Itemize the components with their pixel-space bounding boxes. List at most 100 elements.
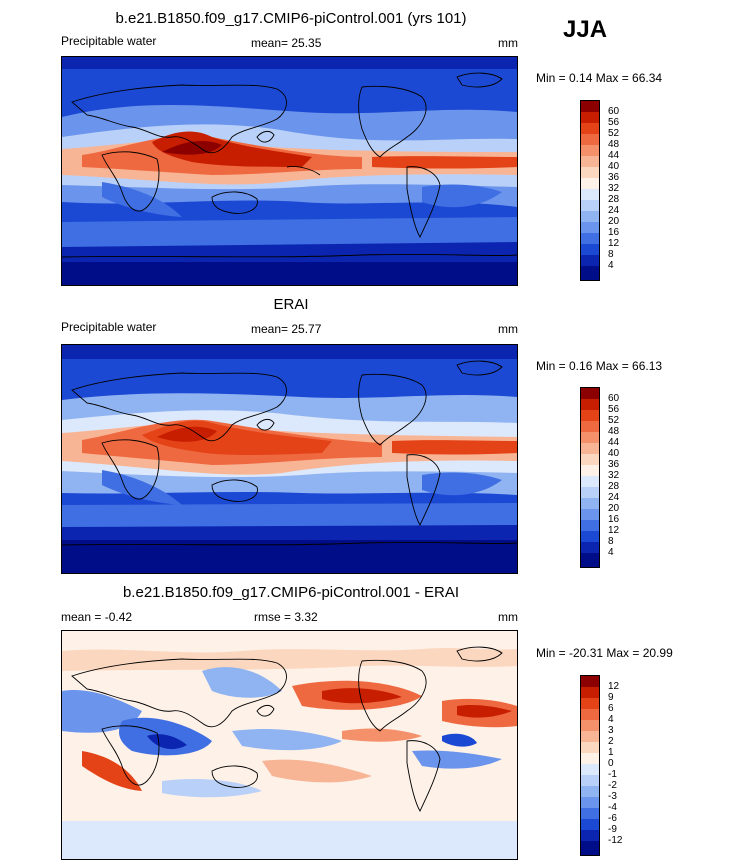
panel3-colorbar-cell [581,786,599,797]
panel2-mean-label: mean= 25.77 [251,322,322,336]
panel3-colorbar-label: 4 [608,714,614,725]
panel1-colorbar-label: 40 [608,161,620,172]
panel3-colorbar-cell [581,698,599,709]
panel2-colorbar-label: 20 [608,503,620,514]
panel1-colorbar-cell [581,101,599,112]
panel1-colorbar-label: 36 [608,172,620,183]
panel1-units-label: mm [498,36,518,50]
panel1-minmax: Min = 0.14 Max = 66.34 [536,71,663,85]
panel2-minmax: Min = 0.16 Max = 66.13 [536,359,663,373]
panel1-colorbar-label: 4 [608,260,614,271]
panel1-colorbar-label: 44 [608,150,620,161]
panel3-colorbar-cell [581,687,599,698]
panel1-colorbar-cell [581,145,599,156]
panel1-map-field [62,57,517,285]
panel2-colorbar-cell [581,454,599,465]
panel3-map [61,630,518,860]
season-label: JJA [563,16,608,43]
panel2-colorbar-label: 12 [608,525,620,536]
panel3-colorbar-cell [581,841,599,855]
panel3-colorbar-label: 0 [608,758,614,769]
panel2-colorbar-label: 4 [608,547,614,558]
panel1-colorbar-cell [581,255,599,266]
panel2-colorbar-cell [581,487,599,498]
panel1-colorbar-cell [581,178,599,189]
panel1-colorbar-cell [581,123,599,134]
panel2-colorbar-label: 36 [608,459,620,470]
panel1-colorbar-cell [581,211,599,222]
panel1-colorbar-label: 24 [608,205,620,216]
panel3-colorbar-cell [581,764,599,775]
panel2-colorbar-cell [581,542,599,553]
panel1-colorbar-cell [581,244,599,255]
panel1-mean-label: mean= 25.35 [251,36,322,50]
panel2-colorbar-label: 52 [608,415,620,426]
panel3-colorbar-cell [581,775,599,786]
panel2-colorbar-cell [581,520,599,531]
panel1-colorbar-label: 52 [608,128,620,139]
panel2-units-label: mm [498,322,518,336]
panel3-colorbar-cell [581,709,599,720]
panel3-minmax: Min = -20.31 Max = 20.99 [536,646,673,660]
panel2-colorbar-label: 60 [608,393,620,404]
panel1-colorbar-cell [581,167,599,178]
panel1-colorbar-cell [581,189,599,200]
panel3-colorbar-label: 3 [608,725,614,736]
panel3-colorbar-cell [581,808,599,819]
panel2-colorbar-label: 16 [608,514,620,525]
panel3-colorbar-label: -12 [608,835,623,846]
panel3-colorbar-label: 1 [608,747,614,758]
panel3-colorbar-cell [581,819,599,830]
panel2-map [61,344,518,574]
panel3-colorbar-label: -3 [608,791,617,802]
panel2-colorbar-label: 32 [608,470,620,481]
panel1-colorbar-label: 60 [608,106,620,117]
panel3-colorbar-cell [581,731,599,742]
panel1-colorbar-cell [581,112,599,123]
panel3-colorbar-label: 9 [608,692,614,703]
panel2-colorbar-cell [581,399,599,410]
panel1-colorbar-label: 8 [608,249,614,260]
panel1-colorbar-cell [581,233,599,244]
panel1-colorbar-label: 48 [608,139,620,150]
panel2-colorbar-cell [581,498,599,509]
panel2-colorbar-cell [581,476,599,487]
panel2-colorbar [580,387,600,568]
panel1-map [61,56,518,286]
panel2-colorbar-label: 24 [608,492,620,503]
panel3-rmse-label: rmse = 3.32 [254,610,318,624]
panel3-map-field [62,631,517,859]
panel2-colorbar-cell [581,553,599,567]
panel3-colorbar-label: -4 [608,802,617,813]
panel3-units-label: mm [498,610,518,624]
panel3-colorbar-cell [581,753,599,764]
panel1-colorbar-label: 16 [608,227,620,238]
panel1-colorbar-label: 28 [608,194,620,205]
panel1-colorbar [580,100,600,281]
panel2-colorbar-cell [581,443,599,454]
panel2-colorbar-cell [581,432,599,443]
panel2-colorbar-label: 56 [608,404,620,415]
panel2-colorbar-cell [581,421,599,432]
panel2-colorbar-cell [581,509,599,520]
panel1-colorbar-label: 32 [608,183,620,194]
panel3-colorbar [580,675,600,856]
panel1-colorbar-cell [581,134,599,145]
panel1-colorbar-label: 56 [608,117,620,128]
panel2-colorbar-cell [581,388,599,399]
panel3-colorbar-cell [581,830,599,841]
panel2-title: ERAI [273,296,309,313]
panel1-title: b.e21.B1850.f09_g17.CMIP6-piControl.001 … [115,10,467,27]
panel2-colorbar-label: 40 [608,448,620,459]
panel3-mean-label: mean = -0.42 [61,610,133,624]
panel2-colorbar-cell [581,531,599,542]
panel3-colorbar-label: 6 [608,703,614,714]
panel3-colorbar-label: 12 [608,681,620,692]
panel1-colorbar-cell [581,156,599,167]
panel3-colorbar-label: -2 [608,780,617,791]
panel1-left-label: Precipitable water [61,34,157,48]
panel3-colorbar-label: -1 [608,769,617,780]
panel2-colorbar-label: 8 [608,536,614,547]
panel3-colorbar-label: -9 [608,824,617,835]
panel3-colorbar-cell [581,720,599,731]
